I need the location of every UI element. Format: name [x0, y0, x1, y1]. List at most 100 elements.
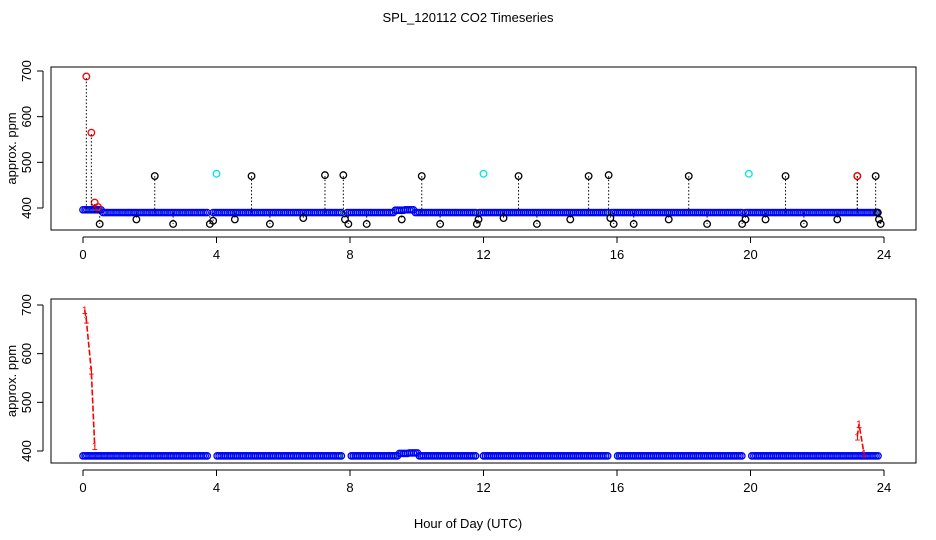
x-tick-label: 12: [476, 247, 490, 262]
x-tick-label: 4: [213, 480, 220, 495]
x-tick-label: 8: [346, 480, 353, 495]
top-panel: 0 4 8 12 16 20 24 400 500 600 700 approx. ppm: [4, 60, 917, 262]
series-filtered: [79, 449, 882, 460]
segment-marker: 1: [83, 315, 89, 327]
data-point: [82, 72, 91, 81]
x-tick-label: 24: [877, 480, 891, 495]
data-point: [874, 452, 882, 460]
segment-marker: 1: [854, 431, 860, 443]
y-tick-label: 700: [19, 60, 34, 82]
data-point: [299, 214, 308, 222]
data-point: [436, 220, 445, 228]
series-filtered: [79, 205, 882, 217]
data-point: [604, 171, 613, 180]
data-point: [703, 220, 712, 228]
plot-frame: [50, 298, 917, 464]
data-point: [471, 452, 480, 460]
data-point: [87, 128, 96, 137]
chart-title: SPL_120112 CO2 Timeseries: [382, 10, 554, 25]
data-point: [150, 172, 159, 180]
plot-frame: [50, 66, 917, 231]
data-point: [584, 172, 593, 180]
x-tick-label: 12: [476, 480, 490, 495]
data-point: [499, 214, 508, 222]
data-point-good: [340, 454, 343, 458]
data-point: [321, 171, 329, 180]
x-tick-label: 16: [610, 247, 624, 262]
x-tick-label: 24: [877, 247, 891, 262]
x-tick-label: 20: [743, 480, 757, 495]
data-point: [344, 220, 353, 228]
data-point-good: [340, 211, 343, 214]
data-point: [684, 172, 693, 180]
data-point: [472, 220, 481, 228]
y-tick-label: 400: [19, 197, 34, 219]
x-axis-label: Hour of Day (UTC): [414, 516, 522, 531]
y-tick-label: 400: [19, 440, 34, 462]
segment-marker: 1: [856, 419, 862, 431]
data-point: [741, 215, 750, 224]
data-point: [566, 215, 575, 224]
data-point: [664, 215, 673, 224]
data-point: [397, 215, 406, 224]
data-point: [799, 220, 808, 228]
y-tick-label: 700: [19, 294, 34, 316]
data-point: [871, 172, 880, 180]
data-point: [474, 215, 483, 224]
data-point: [876, 220, 885, 228]
x-tick-label: 16: [610, 480, 624, 495]
data-point: [603, 452, 612, 460]
data-point: [209, 216, 218, 225]
plot-area: [79, 72, 885, 228]
y-tick-label: 600: [19, 343, 34, 365]
data-point: [337, 452, 346, 460]
data-point: [132, 215, 141, 224]
segment-marker: 1: [861, 448, 867, 460]
data-point: [737, 452, 746, 460]
series-spikes_black: [95, 171, 885, 228]
y-tick-label: 500: [19, 391, 34, 413]
segment-marker: 1: [82, 305, 88, 317]
data-point: [606, 214, 615, 222]
data-point: [362, 220, 371, 228]
data-point: [265, 220, 274, 228]
red-stems: [85, 76, 858, 213]
y-tick-label: 600: [19, 106, 34, 128]
data-point: [94, 203, 102, 212]
data-point: [514, 172, 523, 180]
data-point: [875, 215, 883, 224]
data-point: [339, 171, 348, 180]
x-tick-label: 20: [743, 247, 757, 262]
data-point: [629, 220, 638, 228]
data-point: [417, 172, 426, 180]
data-point: [833, 215, 842, 224]
data-point: [479, 169, 488, 178]
data-point: [203, 452, 212, 460]
series-spikes_red: [82, 72, 862, 212]
x-tick-label: 0: [79, 480, 86, 495]
y-axis-label: approx. ppm: [4, 112, 19, 184]
series-spikes_cyan: [212, 169, 753, 178]
segment-line: [83, 309, 96, 447]
y-tick-label: 500: [19, 151, 34, 173]
data-point: [169, 220, 178, 228]
data-point: [609, 220, 618, 228]
data-point: [761, 215, 770, 224]
data-point: [532, 220, 541, 228]
x-tick-label: 0: [79, 247, 86, 262]
data-point: [853, 172, 862, 180]
segment-marker: 1: [88, 366, 94, 378]
x-tick-label: 8: [346, 247, 353, 262]
data-point: [230, 215, 239, 224]
y-axis-label: approx. ppm: [4, 345, 19, 417]
data-point: [744, 169, 753, 178]
data-point: [781, 172, 790, 180]
data-point: [212, 169, 221, 178]
segment-line: [856, 424, 865, 454]
segment-marker: 1: [92, 441, 98, 453]
data-point: [247, 172, 256, 180]
